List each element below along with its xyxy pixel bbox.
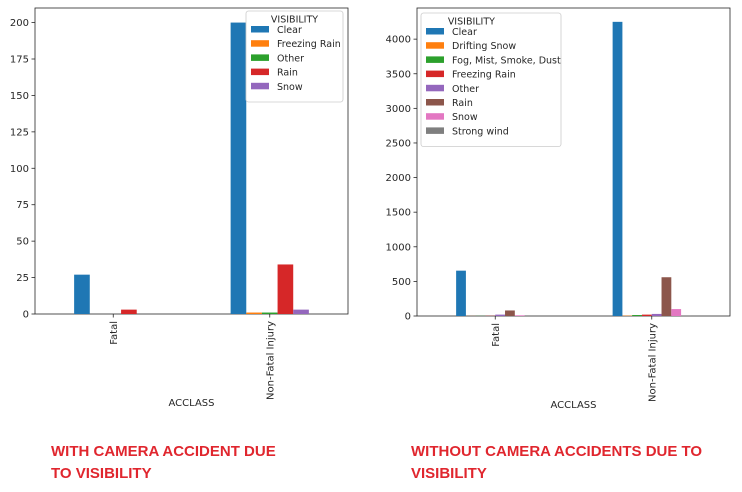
- bar: [74, 274, 90, 314]
- bar: [612, 21, 623, 316]
- y-tick-label: 50: [16, 237, 29, 248]
- legend-box: [420, 12, 562, 148]
- y-tick-label: 175: [10, 55, 29, 66]
- legend-label: Freezing Rain: [452, 70, 516, 81]
- caption-line: WITHOUT CAMERA ACCIDENTS DUE TO: [411, 443, 703, 460]
- bar: [261, 312, 278, 314]
- legend-title: VISIBILITY: [271, 15, 318, 26]
- legend-swatch: [426, 84, 444, 92]
- legend-label: Snow: [277, 82, 303, 93]
- y-tick-label: 4000: [386, 35, 411, 46]
- legend-box: [245, 10, 344, 103]
- bar: [230, 22, 247, 314]
- x-tick-label: Fatal: [491, 323, 502, 347]
- y-tick-label: 75: [16, 200, 29, 211]
- legend-label: Rain: [277, 68, 298, 79]
- legend-label: Drifting Snow: [452, 41, 516, 52]
- legend-label: Snow: [452, 112, 478, 123]
- legend-swatch: [426, 113, 444, 120]
- bar: [651, 313, 662, 316]
- caption-with-camera: WITH CAMERA ACCIDENT DUE TO VISIBILITY: [51, 441, 276, 485]
- legend-swatch: [426, 42, 444, 49]
- bar: [456, 270, 466, 316]
- legend-swatch: [426, 127, 444, 134]
- y-tick-label: 2500: [386, 138, 411, 149]
- x-axis-label: ACCLASS: [169, 398, 215, 409]
- legend-swatch: [426, 70, 444, 78]
- y-tick-label: 0: [23, 310, 29, 321]
- legend-swatch: [251, 54, 269, 61]
- legend-label: Rain: [452, 98, 473, 109]
- legend-swatch: [426, 28, 444, 35]
- bar: [495, 314, 506, 316]
- bar: [641, 314, 652, 316]
- legend-swatch: [251, 40, 269, 47]
- bar: [277, 264, 294, 314]
- y-tick-label: 100: [10, 164, 29, 175]
- bar: [246, 312, 262, 314]
- y-tick-label: 125: [10, 127, 29, 138]
- bar: [514, 315, 525, 316]
- bar: [671, 309, 682, 316]
- bar: [661, 277, 672, 316]
- y-tick-label: 3000: [386, 104, 411, 115]
- x-tick-label: Non-Fatal Injury: [647, 323, 658, 402]
- legend-title: VISIBILITY: [448, 17, 495, 28]
- y-tick-label: 25: [16, 273, 29, 284]
- caption-line: TO VISIBILITY: [51, 465, 152, 482]
- legend-swatch: [251, 68, 269, 76]
- bar: [121, 309, 137, 314]
- legend-label: Strong wind: [452, 126, 509, 137]
- legend-label: Other: [277, 53, 304, 64]
- legend-swatch: [426, 99, 444, 106]
- y-tick-label: 0: [405, 312, 411, 323]
- chart-with-camera: 0 25 50 75 100 125 150 175 200 Fatal Non-Fatal Inj…: [10, 7, 349, 409]
- legend-label: Clear: [277, 25, 302, 36]
- x-tick-label: Fatal: [109, 321, 120, 345]
- y-tick-label: 1500: [386, 208, 411, 219]
- caption-without-camera: WITHOUT CAMERA ACCIDENTS DUE TO VISIBILI…: [411, 441, 702, 485]
- legend-label: Other: [452, 84, 479, 95]
- legend-swatch: [251, 26, 269, 33]
- chart-without-camera: 0 500 1000 1500 2000 2500 3000 3500 4000 Fatal Non…: [386, 7, 731, 411]
- legend-label: Freezing Rain: [277, 39, 341, 50]
- legend-label: Clear: [452, 27, 477, 38]
- bar: [632, 315, 642, 316]
- y-tick-label: 500: [392, 277, 411, 288]
- legend-label: Fog, Mist, Smoke, Dust: [452, 55, 561, 66]
- legend-swatch: [251, 82, 269, 90]
- x-axis-label: ACCLASS: [551, 400, 597, 411]
- bar: [505, 310, 515, 316]
- legend-swatch: [426, 56, 444, 63]
- y-tick-label: 1000: [386, 242, 411, 253]
- caption-line: WITH CAMERA ACCIDENT DUE: [51, 443, 276, 460]
- y-tick-label: 3500: [386, 69, 411, 80]
- bar: [293, 309, 309, 314]
- y-tick-label: 200: [10, 18, 29, 29]
- y-tick-label: 2000: [386, 173, 411, 184]
- x-tick-label: Non-Fatal Injury: [265, 321, 276, 400]
- y-tick-label: 150: [10, 91, 29, 102]
- caption-line: VISIBILITY: [411, 465, 487, 482]
